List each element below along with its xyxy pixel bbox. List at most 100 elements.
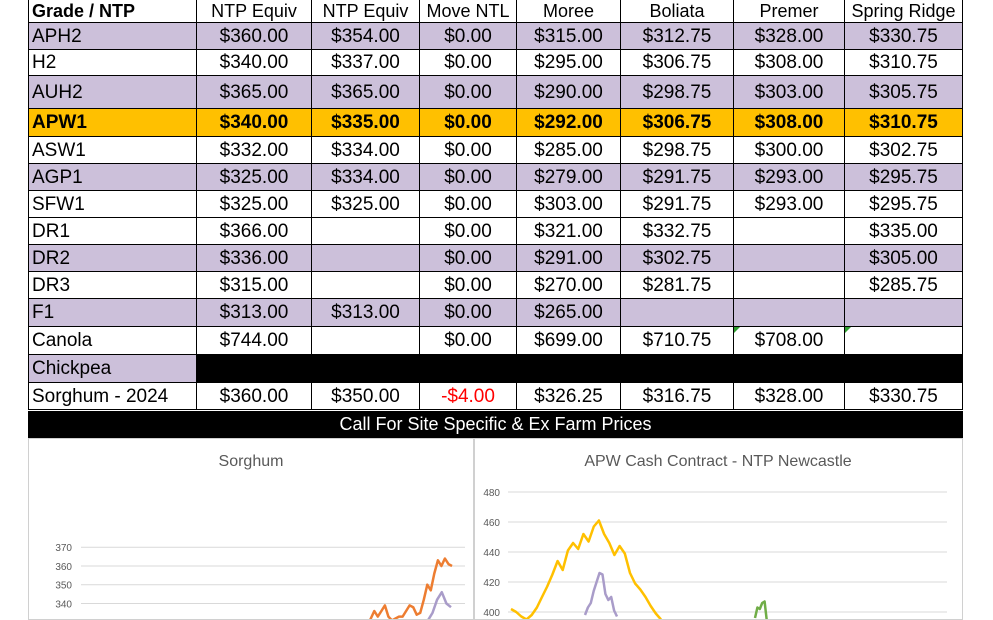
- price-cell: $291.75: [620, 190, 734, 218]
- price-cell: [733, 298, 845, 327]
- column-header: Boliata: [620, 0, 734, 23]
- price-cell: $265.00: [516, 298, 621, 327]
- price-cell: [311, 244, 420, 272]
- price-cell: $325.00: [196, 190, 312, 218]
- price-cell: $334.00: [311, 136, 420, 164]
- price-cell: $0.00: [419, 75, 517, 109]
- table-row: Chickpea: [28, 354, 963, 383]
- price-cell: $293.00: [733, 163, 845, 191]
- price-cell: $298.75: [620, 75, 734, 109]
- grade-cell: AGP1: [28, 163, 197, 191]
- price-cell: [311, 326, 420, 355]
- price-cell: $328.00: [733, 22, 845, 50]
- price-cell: $325.00: [196, 163, 312, 191]
- price-cell: $0.00: [419, 190, 517, 218]
- price-cell: $303.00: [733, 75, 845, 109]
- price-cell: $0.00: [419, 22, 517, 50]
- price-cell: $0.00: [419, 136, 517, 164]
- grade-cell: DR3: [28, 271, 197, 299]
- price-cell: $298.75: [620, 136, 734, 164]
- price-cell: $699.00: [516, 326, 621, 355]
- price-cell: $303.00: [516, 190, 621, 218]
- y-tick-label: 350: [55, 581, 72, 592]
- price-cell: [311, 271, 420, 299]
- apw-cash-contract-chart: APW Cash Contract - NTP Newcastle 400 420 4…: [474, 438, 963, 620]
- price-cell: $0.00: [419, 298, 517, 327]
- table-row: APW1 $340.00 $335.00 $0.00 $292.00 $306.75 $30…: [28, 108, 963, 137]
- price-cell: $354.00: [311, 22, 420, 50]
- y-tick-label: 420: [483, 578, 500, 589]
- table-row: DR1 $366.00 $0.00 $321.00 $332.75 $335.00: [28, 217, 963, 245]
- price-cell: $270.00: [516, 271, 621, 299]
- y-tick-label: 480: [483, 488, 500, 499]
- price-cell: $302.75: [620, 244, 734, 272]
- price-cell: $316.75: [620, 382, 734, 410]
- price-cell: [844, 326, 963, 355]
- price-cell: $0.00: [419, 326, 517, 355]
- price-cell: $710.75: [620, 326, 734, 355]
- price-cell: -$4.00: [419, 382, 517, 410]
- price-cell: $335.00: [311, 108, 420, 137]
- grade-cell: DR2: [28, 244, 197, 272]
- price-cell: $290.00: [516, 75, 621, 109]
- price-cell: [196, 354, 312, 383]
- price-cell: $326.25: [516, 382, 621, 410]
- grade-cell: Sorghum - 2024: [28, 382, 197, 410]
- price-cell: $300.00: [733, 136, 845, 164]
- price-cell: $281.75: [620, 271, 734, 299]
- price-cell: $310.75: [844, 108, 963, 137]
- chart-title: Sorghum: [219, 453, 284, 470]
- price-cell: $340.00: [196, 108, 312, 137]
- price-cell: $285.00: [516, 136, 621, 164]
- price-cell: [733, 271, 845, 299]
- series-line-3: [753, 600, 768, 619]
- price-cell: [516, 354, 621, 383]
- table-row: DR2 $336.00 $0.00 $291.00 $302.75 $305.00: [28, 244, 963, 272]
- price-cell: $365.00: [311, 75, 420, 109]
- column-header: Premer: [733, 0, 845, 23]
- price-cell: $332.75: [620, 217, 734, 245]
- column-header: Spring Ridge: [844, 0, 963, 23]
- price-cell: $308.00: [733, 49, 845, 76]
- table-row: F1 $313.00 $313.00 $0.00 $265.00: [28, 298, 963, 327]
- y-tick-label: 440: [483, 548, 500, 559]
- table-row: AUH2 $365.00 $365.00 $0.00 $290.00 $298.75 $30…: [28, 75, 963, 109]
- price-cell: [620, 298, 734, 327]
- grade-cell: Chickpea: [28, 354, 197, 383]
- price-cell: $315.00: [516, 22, 621, 50]
- y-tick-label: 360: [55, 562, 72, 573]
- y-tick-label: 340: [55, 599, 72, 610]
- grade-cell: DR1: [28, 217, 197, 245]
- price-cell: $291.75: [620, 163, 734, 191]
- price-cell: $295.75: [844, 190, 963, 218]
- price-cell: $306.75: [620, 108, 734, 137]
- grade-cell: Canola: [28, 326, 197, 355]
- price-cell: $0.00: [419, 271, 517, 299]
- price-cell: $306.75: [620, 49, 734, 76]
- price-cell: $315.00: [196, 271, 312, 299]
- table-row: Canola $744.00 $0.00 $699.00 $710.75 $708.00: [28, 326, 963, 355]
- price-cell: $337.00: [311, 49, 420, 76]
- price-cell: [311, 217, 420, 245]
- price-cell: $708.00: [733, 326, 845, 355]
- price-cell: $332.00: [196, 136, 312, 164]
- grade-cell: H2: [28, 49, 197, 76]
- grade-cell: AUH2: [28, 75, 197, 109]
- price-cell: $295.00: [516, 49, 621, 76]
- site-specific-banner: Call For Site Specific & Ex Farm Prices: [28, 411, 963, 438]
- price-cell: [733, 217, 845, 245]
- price-cell: $335.00: [844, 217, 963, 245]
- price-cell: $360.00: [196, 382, 312, 410]
- price-cell: $305.75: [844, 75, 963, 109]
- table-row: ASW1 $332.00 $334.00 $0.00 $285.00 $298.75 $30…: [28, 136, 963, 164]
- sorghum-chart-plot: Sorghum 330 340 350 360 370: [55, 453, 465, 619]
- price-cell: $0.00: [419, 217, 517, 245]
- price-cell: [311, 354, 420, 383]
- grade-cell: F1: [28, 298, 197, 327]
- price-cell: [419, 354, 517, 383]
- price-cell: $334.00: [311, 163, 420, 191]
- table-row: H2 $340.00 $337.00 $0.00 $295.00 $306.75 $308.…: [28, 49, 963, 76]
- series-line-2: [583, 571, 619, 618]
- grade-cell: APW1: [28, 108, 197, 137]
- column-header: NTP Equiv: [196, 0, 312, 23]
